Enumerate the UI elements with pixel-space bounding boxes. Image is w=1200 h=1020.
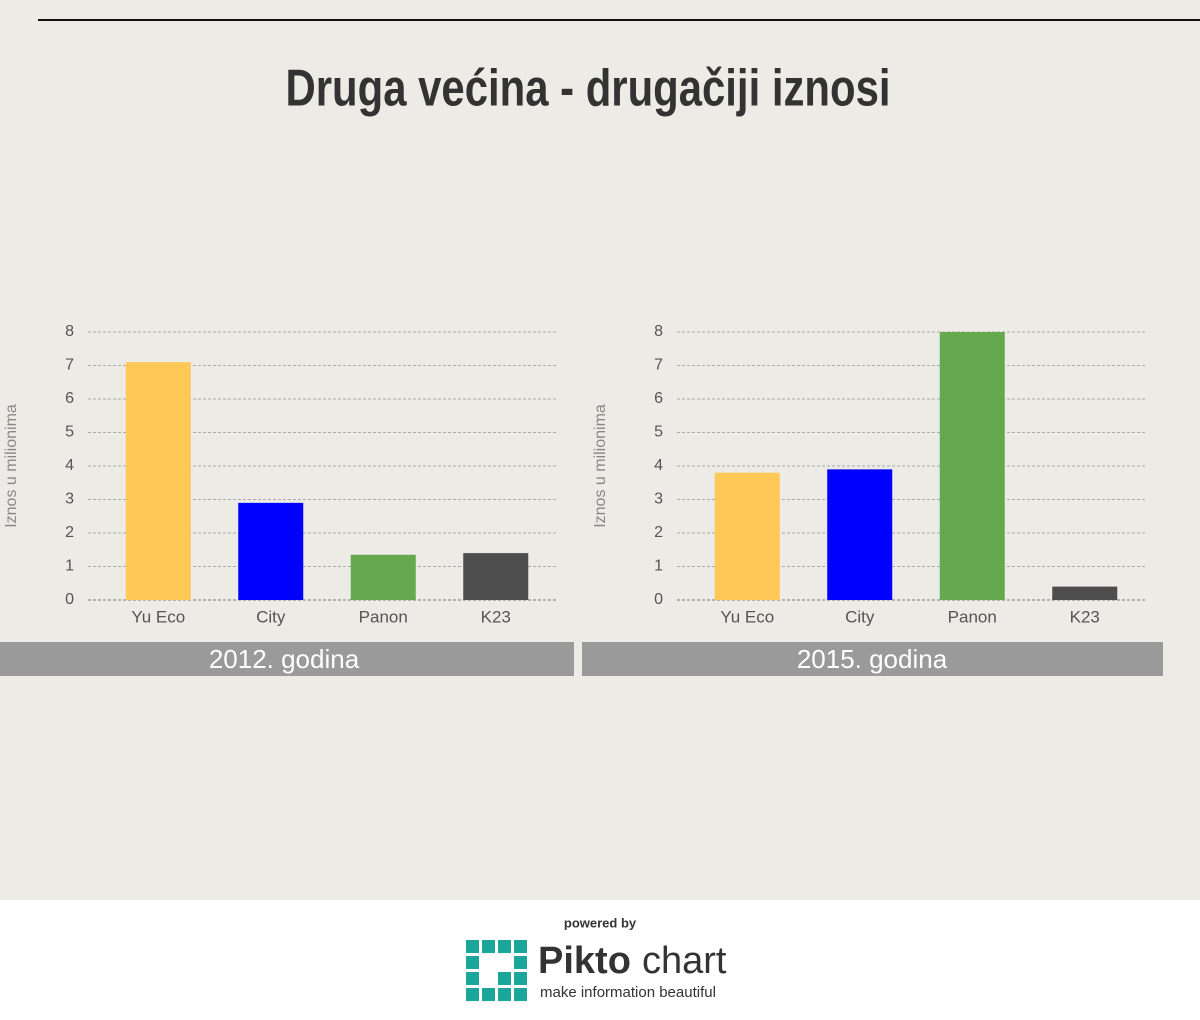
bar <box>125 362 191 600</box>
chart-caption: 2012. godina <box>209 644 360 674</box>
chart-caption: 2015. godina <box>797 644 948 674</box>
y-tick-label: 6 <box>65 390 74 407</box>
x-tick-label: City <box>256 607 286 626</box>
y-tick-label: 4 <box>654 457 663 474</box>
x-tick-label: Yu Eco <box>720 607 774 626</box>
main-title: Druga većina - drugačiji iznosi <box>286 60 891 118</box>
bar <box>939 332 1005 600</box>
x-tick-label: City <box>845 607 875 626</box>
bar <box>463 553 529 600</box>
y-tick-label: 5 <box>654 424 663 441</box>
footer-band <box>0 900 1200 1020</box>
y-tick-label: 8 <box>65 323 74 340</box>
y-tick-label: 8 <box>654 323 663 340</box>
x-tick-label: Yu Eco <box>131 607 185 626</box>
y-tick-label: 3 <box>654 491 663 508</box>
y-tick-label: 0 <box>654 591 663 608</box>
y-tick-label: 4 <box>65 457 74 474</box>
caption-band <box>582 642 1163 676</box>
brand-bold: Pikto <box>538 940 631 982</box>
brand-light: chart <box>642 940 727 982</box>
powered-by: powered by <box>564 915 637 930</box>
y-tick-label: 7 <box>65 357 74 374</box>
y-tick-label: 0 <box>65 591 74 608</box>
logo-icon <box>466 940 527 1001</box>
y-tick-label: 6 <box>654 390 663 407</box>
bar <box>827 469 893 600</box>
x-tick-label: Panon <box>359 607 408 626</box>
y-tick-label: 2 <box>654 524 663 541</box>
bar <box>238 502 304 600</box>
caption-band <box>0 642 574 676</box>
bar <box>714 472 780 600</box>
y-axis-label: Iznos u milionima <box>592 404 609 528</box>
y-tick-label: 5 <box>65 424 74 441</box>
x-tick-label: K23 <box>481 607 511 626</box>
x-tick-label: Panon <box>948 607 997 626</box>
x-tick-label: K23 <box>1070 607 1100 626</box>
bar <box>350 554 416 600</box>
y-tick-label: 3 <box>65 491 74 508</box>
y-tick-label: 1 <box>65 558 74 575</box>
y-axis-label: Iznos u milionima <box>3 404 20 528</box>
y-tick-label: 2 <box>65 524 74 541</box>
tagline: make information beautiful <box>540 984 716 1001</box>
y-tick-label: 7 <box>654 357 663 374</box>
y-tick-label: 1 <box>654 558 663 575</box>
bar <box>1052 586 1118 600</box>
